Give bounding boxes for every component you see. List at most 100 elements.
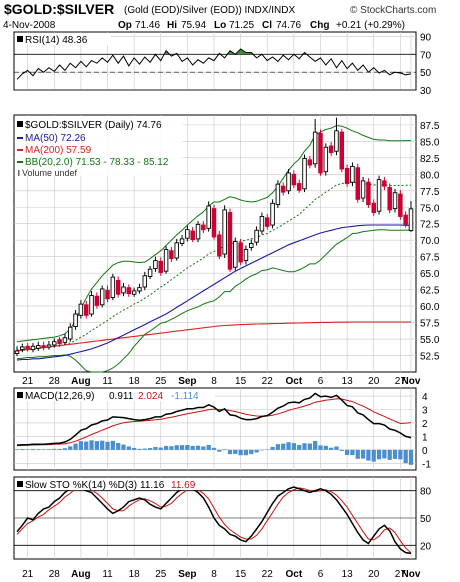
macd-histogram-bar	[116, 442, 121, 450]
ma50-legend: MA(50) 72.26	[25, 133, 86, 144]
candle-body	[334, 130, 339, 152]
rsi-tick-label: 90	[420, 32, 432, 43]
candle-body	[254, 229, 259, 243]
stochastic-legend-bg	[15, 478, 215, 490]
macd-histogram-bar	[323, 445, 328, 450]
candle-body	[153, 260, 158, 269]
price-legend-swatch	[17, 121, 23, 127]
price-x-tick-label: 21	[22, 376, 34, 387]
ohlc-chg: +0.21 (+0.29%)	[336, 20, 405, 31]
candle-body	[57, 339, 62, 345]
candle-body	[211, 208, 217, 238]
candle-body	[25, 345, 30, 349]
macd-legend-swatch	[17, 392, 23, 398]
candle-body	[41, 345, 46, 349]
candle-body	[307, 159, 313, 166]
candle-body	[105, 289, 110, 300]
macd-histogram-bar	[41, 449, 46, 450]
bb-lower-line	[16, 229, 411, 373]
macd-histogram-bar	[329, 447, 334, 450]
macd-histogram-bar	[366, 449, 371, 461]
bb-legend: BB(20,2.0) 71.53 - 78.33 - 85.12	[25, 157, 169, 168]
macd-histogram-bar	[339, 449, 344, 451]
macd-histogram-bar	[398, 449, 403, 460]
price-tick-label: 70.0	[420, 236, 440, 247]
ohlc-high: 75.94	[181, 20, 206, 31]
macd-histogram-bar	[185, 444, 190, 450]
stochastic-x-tick-label: 22	[262, 569, 274, 580]
macd-histogram-bar	[297, 444, 302, 450]
ma50-line	[16, 224, 411, 361]
candle-body	[67, 326, 73, 340]
price-legend-title: $GOLD:$SILVER (Daily) 74.76	[25, 120, 162, 131]
stochastic-tick-label: 50	[420, 514, 432, 525]
candle-body	[291, 173, 297, 186]
macd-histogram-bar	[30, 449, 36, 450]
candle-body	[36, 345, 41, 349]
price-x-tick-label: 8	[211, 376, 217, 387]
candle-body	[147, 268, 153, 277]
candle-body	[179, 238, 185, 244]
macd-histogram-bar	[62, 448, 68, 450]
candle-body	[382, 180, 387, 187]
macd-histogram-bar	[238, 449, 243, 456]
macd-histogram-bar	[254, 449, 259, 453]
macd-histogram-bar	[360, 449, 366, 459]
candle-body	[238, 242, 243, 263]
candle-body	[110, 276, 116, 298]
candle-body	[302, 158, 307, 190]
macd-legend-macd: 0.911	[109, 391, 134, 402]
stochastic-x-tick-label: 6	[318, 569, 324, 580]
macd-histogram-bar	[174, 445, 179, 450]
price-tick-label: 87.5	[420, 121, 440, 132]
macd-legend-label: MACD(12,26,9)	[25, 391, 94, 402]
macd-histogram-bar	[350, 449, 355, 456]
candle-body	[259, 216, 265, 232]
candle-body	[201, 224, 206, 231]
candle-body	[328, 145, 334, 154]
macd-histogram-bar	[163, 445, 169, 450]
macd-histogram-bar	[392, 449, 398, 459]
candle-body	[163, 248, 169, 272]
stochastic-x-tick-label: 11	[102, 569, 113, 580]
candle-body	[126, 287, 132, 295]
candle-body	[360, 180, 366, 199]
price-tick-label: 52.5	[420, 352, 440, 363]
ma200-legend: MA(200) 57.59	[25, 145, 92, 156]
price-tick-label: 62.5	[420, 286, 440, 297]
stochastic-x-tick-label: 18	[129, 569, 141, 580]
candle-body	[264, 217, 270, 227]
candle-body	[217, 234, 222, 257]
candle-body	[30, 345, 36, 351]
macd-tick-label: 0	[422, 446, 428, 457]
price-x-tick-label: Nov	[402, 376, 421, 387]
stochastic-x-tick-label: 13	[342, 569, 354, 580]
candle-body	[195, 223, 201, 240]
candle-body	[275, 183, 281, 206]
stochastic-legend-swatch	[17, 481, 23, 487]
candle-body	[339, 131, 345, 170]
candle-body	[222, 209, 227, 255]
macd-tick-label: 3	[422, 406, 428, 417]
candle-body	[312, 131, 318, 165]
macd-histogram-bar	[217, 449, 222, 452]
macd-histogram-bar	[57, 448, 62, 450]
macd-histogram-bar	[179, 445, 185, 450]
price-x-tick-label: 25	[155, 376, 167, 387]
price-x-tick-label: Oct	[286, 376, 303, 387]
ohlc-close: 74.76	[276, 20, 301, 31]
ohlc-close-label: Cl	[262, 20, 272, 31]
ohlc-high-label: Hi	[167, 20, 177, 31]
price-x-tick-label: 13	[342, 376, 354, 387]
candle-body	[78, 303, 84, 316]
price-x-tick-label: 18	[129, 376, 141, 387]
price-tick-label: 85.0	[420, 137, 440, 148]
macd-line	[16, 392, 412, 446]
candle-body	[115, 279, 121, 295]
candle-body	[398, 193, 403, 217]
price-tick-label: 60.0	[420, 302, 440, 313]
macd-histogram-bar	[382, 449, 387, 459]
macd-legend-hist: -1.114	[171, 391, 199, 402]
candle-body	[94, 295, 100, 306]
